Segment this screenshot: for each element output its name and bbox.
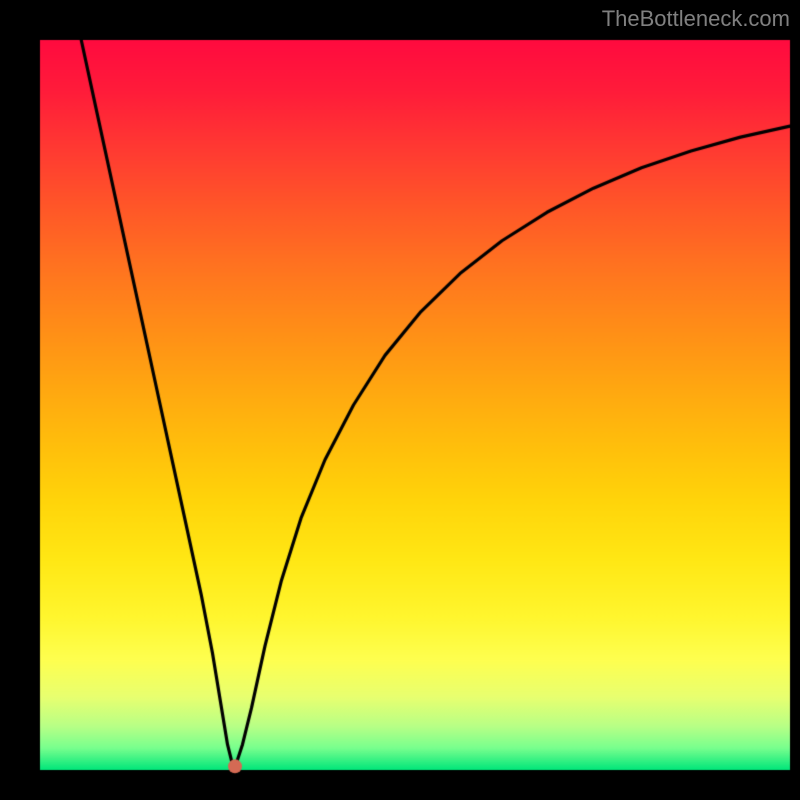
chart-root: TheBottleneck.com: [0, 0, 800, 800]
bottleneck-chart-canvas: [0, 0, 800, 800]
watermark-text: TheBottleneck.com: [602, 6, 790, 32]
